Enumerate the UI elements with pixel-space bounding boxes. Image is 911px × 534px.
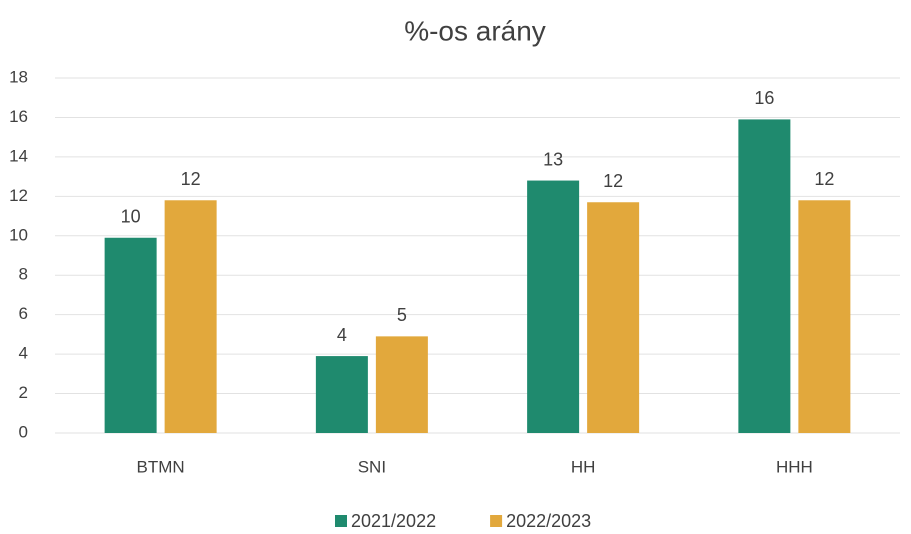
- legend-label: 2021/2022: [351, 511, 436, 531]
- y-tick-label: 18: [9, 67, 28, 86]
- bar: [738, 119, 791, 434]
- legend-swatch: [490, 515, 503, 527]
- legend-label: 2022/2023: [506, 511, 591, 531]
- x-tick-label: HH: [571, 457, 596, 476]
- data-label: 13: [543, 149, 563, 169]
- data-label: 4: [337, 325, 347, 345]
- data-label: 12: [814, 169, 834, 189]
- y-tick-label: 14: [9, 146, 28, 165]
- y-tick-label: 8: [19, 265, 28, 284]
- bar: [164, 200, 217, 433]
- y-tick-label: 2: [19, 383, 28, 402]
- legend-swatch: [335, 515, 347, 527]
- y-tick-label: 12: [9, 186, 28, 205]
- data-label: 12: [603, 171, 623, 191]
- y-tick-label: 6: [19, 304, 28, 323]
- y-tick-label: 16: [9, 107, 28, 126]
- bar: [375, 336, 428, 433]
- bar: [587, 202, 640, 433]
- data-label: 12: [181, 169, 201, 189]
- bar: [527, 180, 580, 433]
- y-tick-label: 0: [19, 422, 28, 441]
- data-label: 16: [754, 88, 774, 108]
- data-label: 5: [397, 305, 407, 325]
- y-tick-label: 4: [19, 344, 28, 363]
- data-label: 10: [121, 207, 141, 227]
- chart-title: %-os arány: [404, 15, 546, 46]
- bar: [104, 237, 157, 433]
- x-tick-label: HHH: [776, 457, 813, 476]
- x-tick-label: SNI: [358, 457, 386, 476]
- y-tick-label: 10: [9, 225, 28, 244]
- bar: [798, 200, 851, 433]
- x-tick-label: BTMN: [137, 457, 185, 476]
- bar: [315, 356, 368, 433]
